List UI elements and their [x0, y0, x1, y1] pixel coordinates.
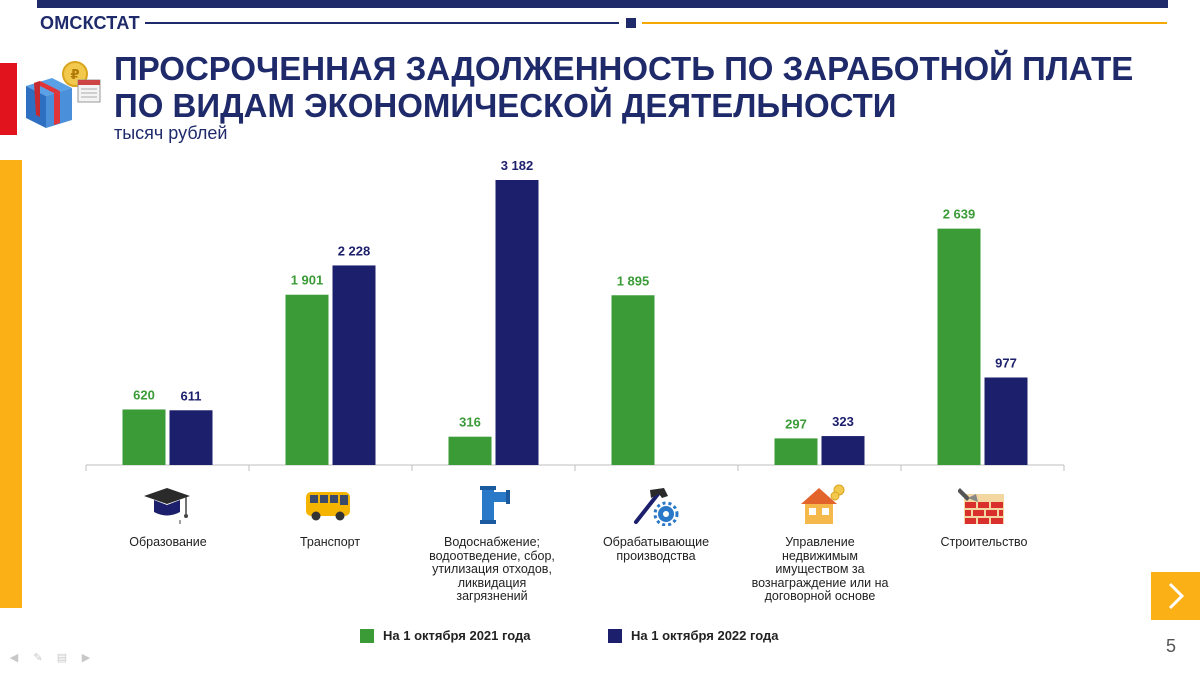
bar-2021-0 [122, 409, 166, 465]
water-pipe-icon [480, 486, 510, 524]
category-label-line: утилизация отходов, [432, 562, 552, 576]
legend-label-2022: На 1 октября 2022 года [631, 628, 779, 643]
data-label-2022-2: 3 182 [501, 158, 534, 173]
title-line-1: ПРОСРОЧЕННАЯ ЗАДОЛЖЕННОСТЬ ПО ЗАРАБОТНОЙ… [114, 50, 1134, 87]
bar-2022-2 [495, 180, 539, 465]
bar-2021-2 [448, 436, 492, 465]
category-label-line: вознаграждение или на [751, 575, 889, 590]
legend-item-2021: На 1 октября 2021 года [360, 628, 531, 643]
page-title: ПРОСРОЧЕННАЯ ЗАДОЛЖЕННОСТЬ ПО ЗАРАБОТНОЙ… [114, 50, 1133, 124]
category-label-2: Водоснабжение; водоотведение, сбор, утил… [412, 535, 572, 604]
legend-swatch-2022 [608, 628, 622, 643]
graduation-cap-icon [144, 488, 190, 524]
category-label-line: производства [616, 548, 696, 563]
data-label-2022-4: 323 [832, 414, 854, 429]
page-number: 5 [1166, 636, 1177, 656]
presentation-controls: ◀ ✎ ▤ ▶ [6, 652, 94, 664]
next-arrow-icon[interactable]: ▶ [81, 652, 91, 664]
data-label-2022-5: 977 [995, 355, 1017, 370]
bar-2021-4 [774, 438, 818, 465]
category-label-line: договорной основе [764, 589, 876, 603]
house-coins-icon [801, 484, 845, 524]
next-slide-button[interactable] [1151, 572, 1200, 620]
bar-chart: 620 611 1 901 2 228 316 3 182 1 895 297 323 2 639… [85, 158, 1065, 471]
header-rule-marker [626, 18, 636, 28]
bar-2022-5 [984, 377, 1028, 465]
category-label-line: Образование [129, 535, 207, 549]
category-label-0: Образование [88, 535, 248, 550]
bar-2021-5 [937, 228, 981, 465]
pen-icon[interactable]: ✎ [33, 652, 43, 664]
data-label-2021-3: 1 895 [617, 273, 650, 288]
category-label-line: ликвидация [457, 575, 527, 590]
bar-2022-0 [169, 410, 213, 465]
data-label-2021-0: 620 [133, 387, 155, 402]
svg-text:₽: ₽ [70, 68, 79, 83]
category-label-line: Водоснабжение; [443, 535, 540, 549]
bar-2022-1 [332, 265, 376, 465]
bar-2022-4 [821, 436, 865, 465]
category-label-line: имуществом за [775, 562, 865, 576]
category-label-line: водоотведение, сбор, [429, 548, 555, 563]
bus-icon [306, 492, 350, 521]
data-label-2022-0: 611 [181, 388, 202, 403]
legend-item-2022: На 1 октября 2022 года [608, 628, 779, 643]
previous-arrow-icon[interactable]: ◀ [9, 652, 19, 664]
category-label-3: Обрабатывающие производства [576, 535, 736, 563]
legend-label-2021: На 1 октября 2021 года [383, 628, 531, 643]
header-rule [145, 22, 619, 24]
category-label-line: недвижимым [781, 548, 858, 563]
side-accent-red [0, 63, 17, 135]
header-rule-accent [642, 22, 1167, 24]
chevron-right-icon [1168, 582, 1185, 610]
top-bar [37, 0, 1168, 8]
category-label-line: Транспорт [299, 535, 361, 549]
data-label-2021-1: 1 901 [291, 273, 324, 288]
title-line-2: ПО ВИДАМ ЭКОНОМИЧЕСКОЙ ДЕЯТЕЛЬНОСТИ [114, 87, 897, 124]
brand-logo: ОМСКСТАТ [40, 13, 140, 33]
bar-2021-3 [611, 295, 655, 465]
unit-label: тысяч рублей [114, 123, 228, 143]
brick-wall-icon [958, 488, 1004, 524]
data-label-2022-1: 2 228 [338, 243, 371, 258]
category-label-1: Транспорт [250, 535, 410, 550]
category-label-line: Строительство [940, 535, 1028, 549]
data-label-2021-4: 297 [785, 416, 807, 431]
hammer-gear-icon [634, 488, 679, 526]
legend-swatch-2021 [360, 628, 374, 643]
gift-coin-calendar-icon: ₽ [26, 61, 101, 128]
category-label-line: загрязнений [456, 589, 528, 603]
data-label-2021-5: 2 639 [943, 207, 976, 222]
category-label-4: Управление недвижимым имуществом за возн… [740, 535, 900, 604]
category-label-line: Управление [785, 535, 855, 549]
menu-icon[interactable]: ▤ [56, 652, 68, 664]
category-label-5: Строительство [904, 535, 1064, 550]
data-label-2021-2: 316 [459, 415, 481, 430]
side-accent-yellow [0, 160, 22, 608]
category-label-line: Обрабатывающие [602, 535, 710, 549]
bar-2021-1 [285, 294, 329, 465]
